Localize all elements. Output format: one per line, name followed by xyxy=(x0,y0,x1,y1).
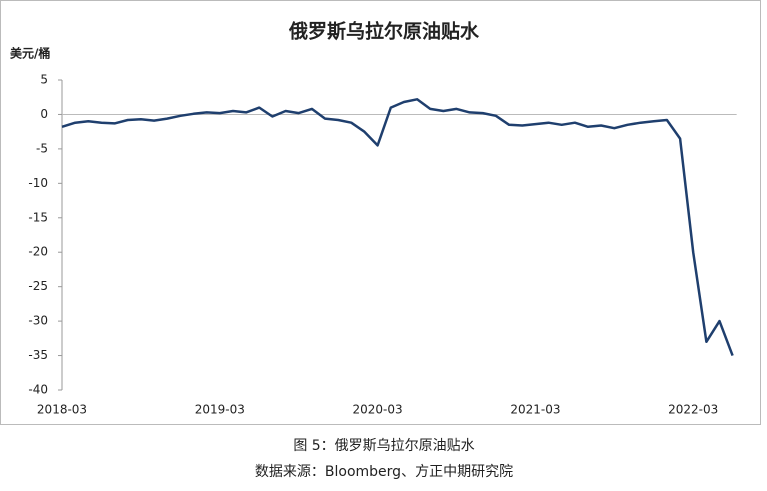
y-tick-label: -5 xyxy=(36,141,48,155)
x-tick-label: 2018-03 xyxy=(37,403,87,417)
chart-title: 俄罗斯乌拉尔原油贴水 xyxy=(288,20,480,43)
x-tick-label: 2020-03 xyxy=(353,403,403,417)
y-tick-label: 5 xyxy=(40,73,48,87)
chart-frame xyxy=(0,0,761,425)
y-tick-label: -10 xyxy=(28,176,48,190)
y-tick-label: -30 xyxy=(28,314,48,328)
y-axis-label: 美元/桶 xyxy=(10,46,50,61)
data-line xyxy=(61,98,734,357)
x-tick-label: 2021-03 xyxy=(510,403,560,417)
y-tick-label: -20 xyxy=(28,245,48,259)
caption: 图 5：俄罗斯乌拉尔原油贴水 xyxy=(293,438,474,454)
y-tick-label: -25 xyxy=(28,279,48,293)
x-tick-label: 2022-03 xyxy=(668,403,718,417)
y-tick-label: 0 xyxy=(40,107,48,121)
source: 数据来源：Bloomberg、方正中期研究院 xyxy=(255,464,513,480)
y-tick-label: -40 xyxy=(28,383,48,397)
y-tick-label: -35 xyxy=(28,348,48,362)
x-tick-label: 2019-03 xyxy=(195,403,245,417)
y-tick-label: -15 xyxy=(28,210,48,224)
